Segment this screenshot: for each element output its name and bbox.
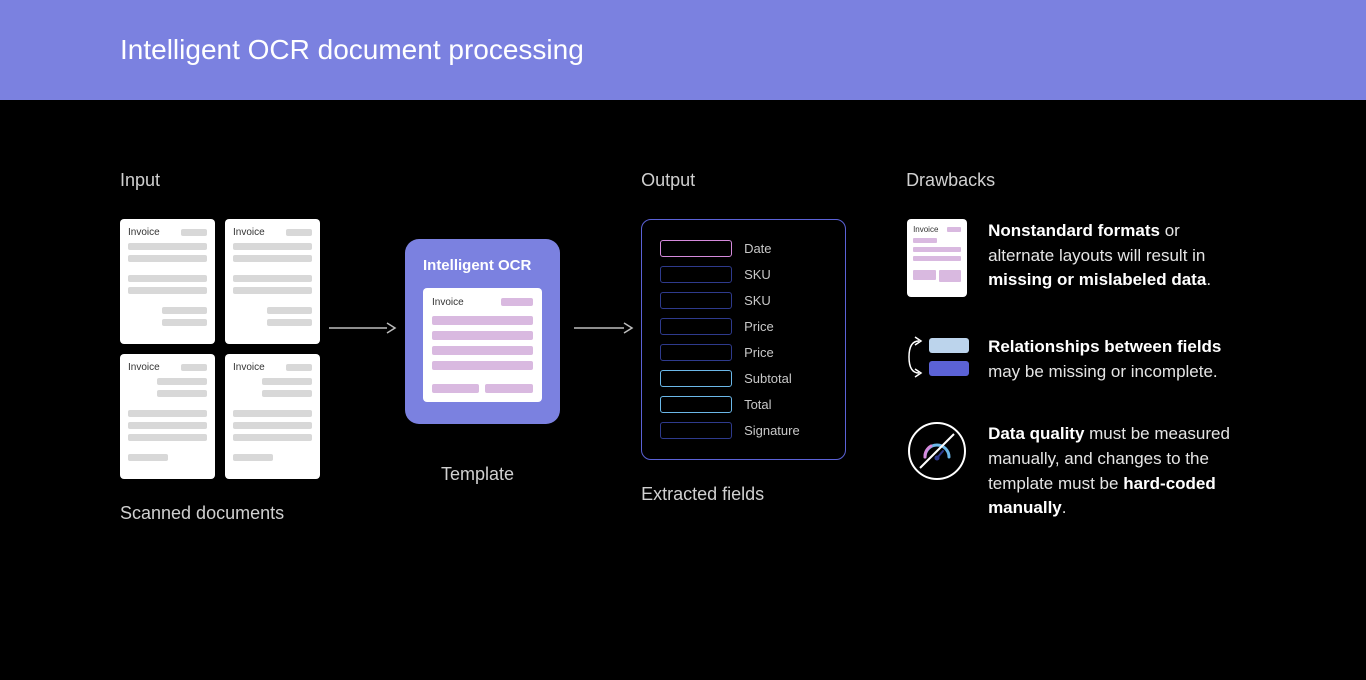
doc-title: Invoice [128, 362, 160, 373]
drawback-text: Data quality must be measured manually, … [988, 422, 1246, 521]
field-row: SKU [660, 292, 827, 309]
drawbacks-section: Drawbacks Invoice [906, 170, 1246, 559]
template-caption: Template [405, 464, 566, 485]
gauge-crossed-icon [906, 422, 968, 480]
scanned-doc: Invoice [120, 354, 215, 479]
field-box-icon [660, 344, 732, 361]
doc-line-icon [181, 229, 207, 236]
drawback-text: Nonstandard formats or alternate layouts… [988, 219, 1246, 293]
scanned-doc: Invoice [225, 354, 320, 479]
field-box-icon [660, 318, 732, 335]
field-box-icon [660, 370, 732, 387]
field-label: SKU [744, 267, 771, 282]
scanned-doc: Invoice [225, 219, 320, 344]
nonstandard-format-icon: Invoice [906, 219, 968, 297]
doc-title: Invoice [432, 297, 464, 308]
template-title: Intelligent OCR [423, 257, 542, 276]
diagram-content: Input Invoice Invoice [0, 100, 1366, 599]
field-row: SKU [660, 266, 827, 283]
field-box-icon [660, 266, 732, 283]
drawback-text: Relationships between fields may be miss… [988, 335, 1246, 384]
field-box-icon [660, 422, 732, 439]
drawback-item: Data quality must be measured manually, … [906, 422, 1246, 521]
field-row: Price [660, 344, 827, 361]
doc-title: Invoice [913, 225, 938, 234]
scanned-docs-grid: Invoice Invoice [120, 219, 320, 479]
doc-title: Invoice [233, 362, 265, 373]
field-row: Total [660, 396, 827, 413]
field-row: Date [660, 240, 827, 257]
doc-line-icon [181, 364, 207, 371]
field-row: Subtotal [660, 370, 827, 387]
field-label: SKU [744, 293, 771, 308]
arrow-icon [566, 170, 642, 336]
field-box-icon [660, 396, 732, 413]
field-box-icon [660, 240, 732, 257]
field-label: Signature [744, 423, 800, 438]
extracted-fields-box: Date SKU SKU Price Price Subtotal Total Signatu… [641, 219, 846, 460]
doc-line-icon [286, 229, 312, 236]
output-caption: Extracted fields [641, 484, 846, 505]
field-label: Price [744, 319, 774, 334]
field-label: Subtotal [744, 371, 792, 386]
template-line-icon [501, 298, 533, 306]
scanned-doc: Invoice [120, 219, 215, 344]
drawbacks-label: Drawbacks [906, 170, 1246, 191]
drawback-item: Invoice Nonstandard formats or alternate… [906, 219, 1246, 297]
field-label: Total [744, 397, 771, 412]
field-label: Date [744, 241, 771, 256]
output-label: Output [641, 170, 846, 191]
field-label: Price [744, 345, 774, 360]
input-label: Input [120, 170, 320, 191]
field-box-icon [660, 292, 732, 309]
field-row: Price [660, 318, 827, 335]
page-title: Intelligent OCR document processing [120, 34, 584, 66]
header-banner: Intelligent OCR document processing [0, 0, 1366, 100]
output-section: Output Date SKU SKU Price Price Subtotal Total… [641, 170, 846, 505]
template-card: Intelligent OCR Invoice [405, 239, 560, 424]
relationships-icon [906, 335, 968, 379]
input-section: Input Invoice Invoice [120, 170, 320, 524]
drawback-item: Relationships between fields may be miss… [906, 335, 1246, 384]
template-section: . Intelligent OCR Invoice Template [405, 170, 566, 485]
arrow-icon [320, 170, 405, 336]
input-caption: Scanned documents [120, 503, 320, 524]
field-row: Signature [660, 422, 827, 439]
doc-title: Invoice [128, 227, 160, 238]
doc-line-icon [286, 364, 312, 371]
template-doc: Invoice [423, 288, 542, 402]
doc-title: Invoice [233, 227, 265, 238]
